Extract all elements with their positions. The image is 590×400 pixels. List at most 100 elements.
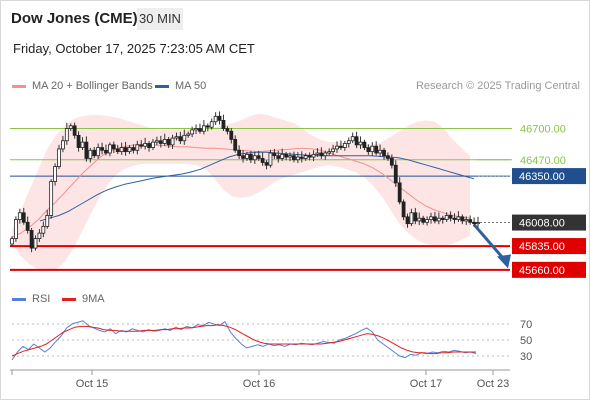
candle-body bbox=[452, 217, 457, 220]
candle bbox=[213, 112, 218, 126]
candle-body bbox=[139, 144, 144, 147]
candle-body bbox=[186, 133, 191, 136]
candle-body bbox=[460, 216, 465, 222]
candle-body bbox=[72, 125, 77, 136]
legend-rsi: RSI bbox=[12, 293, 50, 305]
candle-body bbox=[342, 143, 347, 148]
x-tick-label-1: Oct 15 bbox=[76, 378, 108, 390]
candles bbox=[10, 111, 480, 253]
candle bbox=[147, 141, 151, 152]
candle-body bbox=[170, 137, 175, 146]
candle-body bbox=[389, 158, 394, 166]
candle bbox=[92, 147, 97, 159]
rsi-tick-50: 50 bbox=[520, 335, 532, 347]
timestamp: Friday, October 17, 2025 7:23:05 AM CET bbox=[13, 41, 255, 56]
candle bbox=[241, 150, 245, 163]
candle-body bbox=[413, 212, 418, 222]
candle bbox=[370, 142, 375, 156]
timeframe-badge[interactable]: 30 MIN bbox=[137, 8, 183, 30]
candle-body bbox=[225, 128, 230, 132]
level-tag-4 bbox=[512, 238, 586, 255]
candle-body bbox=[444, 215, 449, 220]
level-label-1: 46700.00 bbox=[520, 124, 566, 136]
x-tick-label-4: Oct 23 bbox=[477, 378, 509, 390]
candle bbox=[429, 212, 433, 224]
candle bbox=[405, 213, 410, 228]
candle bbox=[460, 214, 465, 225]
candle-body bbox=[57, 148, 61, 167]
candle bbox=[221, 114, 226, 131]
rsi-line bbox=[11, 320, 477, 361]
candle bbox=[154, 136, 159, 146]
candle bbox=[45, 209, 50, 229]
x-tick-label-2: Oct 16 bbox=[243, 378, 275, 390]
credit-text: Research © 2025 Trading Central bbox=[415, 80, 580, 92]
candle-body bbox=[350, 136, 355, 142]
candle bbox=[440, 215, 445, 224]
candle bbox=[409, 208, 414, 227]
candle bbox=[41, 221, 46, 238]
candle bbox=[468, 215, 473, 225]
candle-body bbox=[472, 221, 476, 225]
legend-ma50-swatch bbox=[155, 84, 169, 88]
candle bbox=[303, 153, 308, 161]
candle-body bbox=[425, 219, 429, 223]
candle bbox=[476, 216, 480, 228]
legend-9ma-label: 9MA bbox=[82, 293, 105, 305]
candle bbox=[256, 150, 261, 161]
rsi-tick-30: 30 bbox=[520, 351, 532, 363]
candle-body bbox=[303, 155, 308, 159]
candle bbox=[284, 151, 289, 161]
candle bbox=[362, 139, 367, 151]
candle bbox=[389, 154, 394, 169]
candle bbox=[107, 142, 112, 157]
candle-body bbox=[405, 216, 410, 225]
candle bbox=[201, 120, 206, 135]
level-label-2: 46470.00 bbox=[520, 155, 566, 167]
candle-body bbox=[131, 147, 136, 151]
candle-body bbox=[162, 139, 167, 144]
candle-body bbox=[96, 147, 101, 157]
candle-body bbox=[53, 166, 57, 182]
candle bbox=[335, 141, 339, 153]
candle-body bbox=[248, 153, 253, 161]
candle bbox=[444, 212, 449, 223]
level-tag-3 bbox=[512, 168, 586, 185]
candle bbox=[354, 131, 359, 149]
rsi-panel: 70 50 30 bbox=[11, 319, 532, 363]
candle-body bbox=[29, 230, 34, 249]
candle bbox=[104, 144, 108, 156]
candle-body bbox=[68, 125, 73, 129]
candle-body bbox=[213, 115, 218, 123]
candle-body bbox=[299, 156, 304, 159]
level-label-4: 45835.00 bbox=[519, 241, 565, 253]
candle-body bbox=[14, 219, 18, 239]
legend-bollinger: MA 20 + Bollinger Bands bbox=[12, 80, 153, 92]
candle-body bbox=[88, 149, 93, 159]
candle bbox=[170, 134, 175, 149]
price-levels bbox=[10, 128, 512, 271]
candle bbox=[88, 147, 93, 163]
candle-body bbox=[339, 145, 343, 148]
candle-body bbox=[448, 215, 453, 219]
candle bbox=[76, 131, 81, 152]
candle bbox=[350, 132, 355, 144]
candle bbox=[346, 137, 351, 148]
candle-body bbox=[362, 141, 367, 148]
candle-body bbox=[135, 144, 140, 151]
candle-body bbox=[241, 155, 245, 159]
candle bbox=[331, 144, 336, 155]
candle-body bbox=[127, 147, 132, 153]
candle bbox=[374, 141, 379, 156]
candle bbox=[272, 148, 277, 159]
candle-body bbox=[84, 141, 89, 159]
candle-body bbox=[288, 155, 292, 158]
candle-body bbox=[233, 139, 238, 151]
candle-body bbox=[366, 147, 371, 153]
candle bbox=[33, 235, 38, 251]
level-label-5: 45660.00 bbox=[519, 265, 565, 277]
candle bbox=[61, 135, 65, 153]
candle bbox=[417, 212, 422, 226]
candle bbox=[292, 151, 296, 163]
